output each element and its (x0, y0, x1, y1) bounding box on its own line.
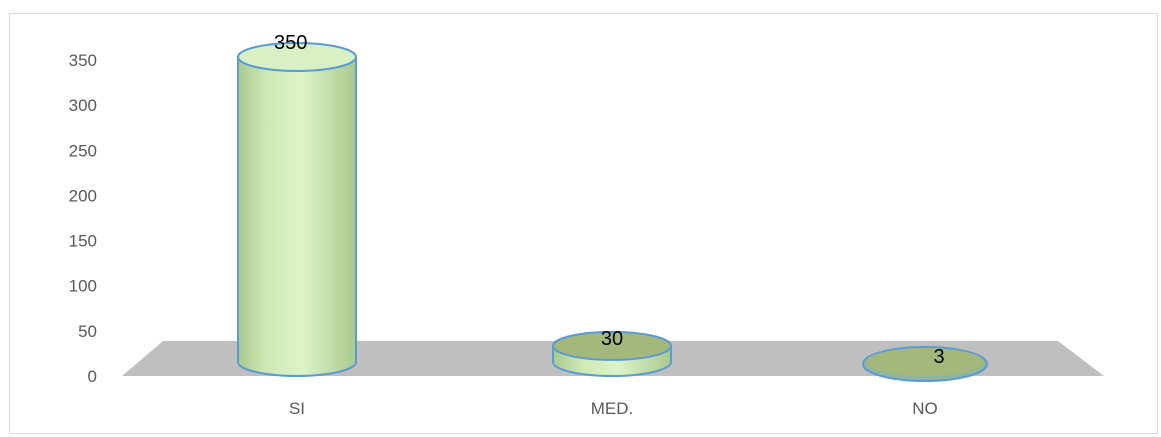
data-label: 3 (933, 346, 944, 368)
y-tick-label: 350 (69, 51, 97, 70)
y-tick-label: 250 (69, 141, 97, 160)
x-axis: SI MED. NO (289, 399, 938, 418)
x-category-label: MED. (591, 399, 634, 418)
bar-top (237, 42, 357, 72)
y-tick-label: 300 (69, 96, 97, 115)
bar-top-face (866, 348, 984, 376)
bar-no (862, 346, 988, 382)
bar-si (237, 42, 357, 377)
y-tick-label: 0 (88, 367, 97, 386)
data-label: 350 (274, 32, 307, 54)
y-tick-label: 150 (69, 232, 97, 251)
x-category-label: SI (289, 399, 305, 418)
y-tick-label: 100 (69, 277, 97, 296)
bars (237, 42, 988, 382)
bar-top (552, 330, 672, 361)
y-tick-label: 50 (78, 322, 97, 341)
bar-body (237, 56, 357, 377)
data-label: 30 (601, 328, 623, 350)
x-category-label: NO (912, 399, 938, 418)
bar-med (552, 330, 672, 377)
y-tick-label: 200 (69, 186, 97, 205)
y-axis: 0 50 100 150 200 250 300 350 (69, 51, 97, 386)
chart-frame (9, 13, 1158, 434)
data-labels: 350 30 3 (274, 32, 945, 368)
